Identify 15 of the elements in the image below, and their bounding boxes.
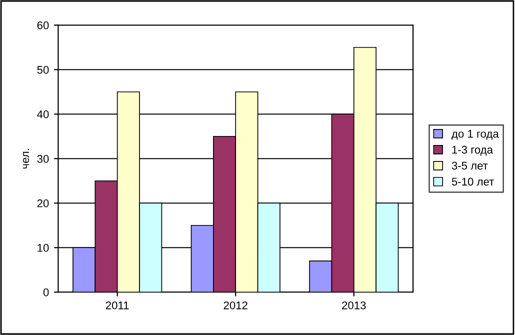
- x-tick-label: 2012: [224, 301, 248, 310]
- y-tick-label: 0: [43, 288, 49, 296]
- y-axis-title: чел.: [22, 149, 30, 169]
- x-tick-label: 2013: [342, 301, 366, 310]
- y-tick-label: 30: [37, 154, 49, 163]
- legend-label: 5-10 лет: [452, 178, 494, 186]
- legend-label: 1-3 года: [452, 146, 493, 156]
- x-tick-label: 2011: [106, 301, 129, 310]
- y-tick-label: 40: [37, 110, 49, 118]
- legend-label: 3-5 лет: [452, 162, 488, 170]
- y-tick-label: 60: [37, 21, 49, 30]
- y-tick-label: 20: [37, 199, 49, 208]
- y-tick-label: 50: [37, 66, 49, 74]
- y-tick-label: 10: [38, 244, 49, 252]
- legend-label: до 1 года: [452, 130, 499, 140]
